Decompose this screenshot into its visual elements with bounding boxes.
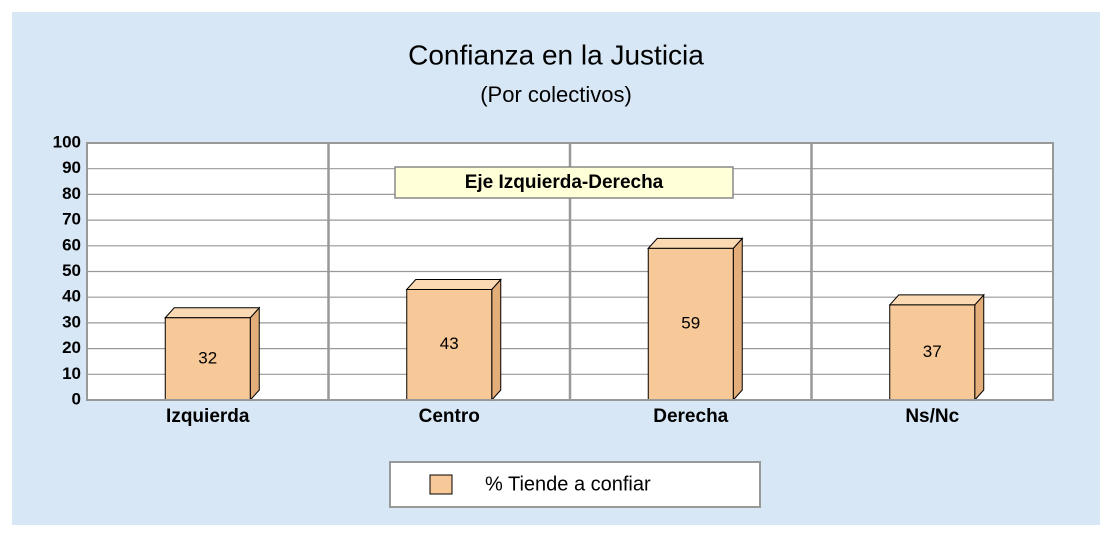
bar-top bbox=[888, 294, 985, 306]
bar-side bbox=[732, 237, 743, 402]
bar bbox=[647, 247, 734, 401]
legend-label: % Tiende a confiar bbox=[485, 473, 651, 495]
y-tick-label: 100 bbox=[53, 132, 81, 151]
x-tick-label: Centro bbox=[419, 406, 480, 427]
data-label: 37 bbox=[923, 342, 942, 361]
bar bbox=[164, 317, 251, 401]
bars: 32 43 59 37 bbox=[164, 237, 985, 402]
chart-subtitle: (Por colectivos) bbox=[480, 82, 632, 107]
x-tick-label: Ns/Nc bbox=[905, 406, 959, 427]
y-tick-label: 60 bbox=[62, 235, 81, 254]
bar-top bbox=[405, 278, 502, 290]
annotation: Eje Izquierda-Derecha bbox=[465, 172, 664, 193]
x-tick-label: Derecha bbox=[653, 406, 728, 427]
legend-swatch bbox=[429, 474, 453, 495]
plot-border bbox=[86, 142, 1054, 401]
y-tick-label: 10 bbox=[62, 364, 81, 383]
bar-side bbox=[249, 306, 260, 402]
data-label: 59 bbox=[681, 314, 700, 333]
x-tick-label: Izquierda bbox=[166, 406, 250, 427]
y-tick-label: 80 bbox=[62, 184, 81, 203]
annotation-box bbox=[394, 166, 734, 199]
bar-side bbox=[974, 293, 985, 402]
y-tick-label: 0 bbox=[72, 389, 81, 408]
y-tick-label: 30 bbox=[62, 312, 81, 331]
bar-top bbox=[164, 307, 261, 319]
bar bbox=[406, 288, 493, 401]
bar-side bbox=[491, 278, 502, 402]
y-tick-label: 40 bbox=[62, 287, 81, 306]
y-tick-label: 70 bbox=[62, 210, 81, 229]
bar bbox=[889, 304, 976, 401]
data-label: 32 bbox=[198, 348, 217, 367]
y-tick-label: 20 bbox=[62, 338, 81, 357]
chart-title: Confianza en la Justicia bbox=[408, 39, 704, 70]
bar-top bbox=[647, 237, 744, 249]
data-label: 43 bbox=[440, 334, 459, 353]
y-tick-label: 90 bbox=[62, 158, 81, 177]
y-tick-label: 50 bbox=[62, 261, 81, 280]
